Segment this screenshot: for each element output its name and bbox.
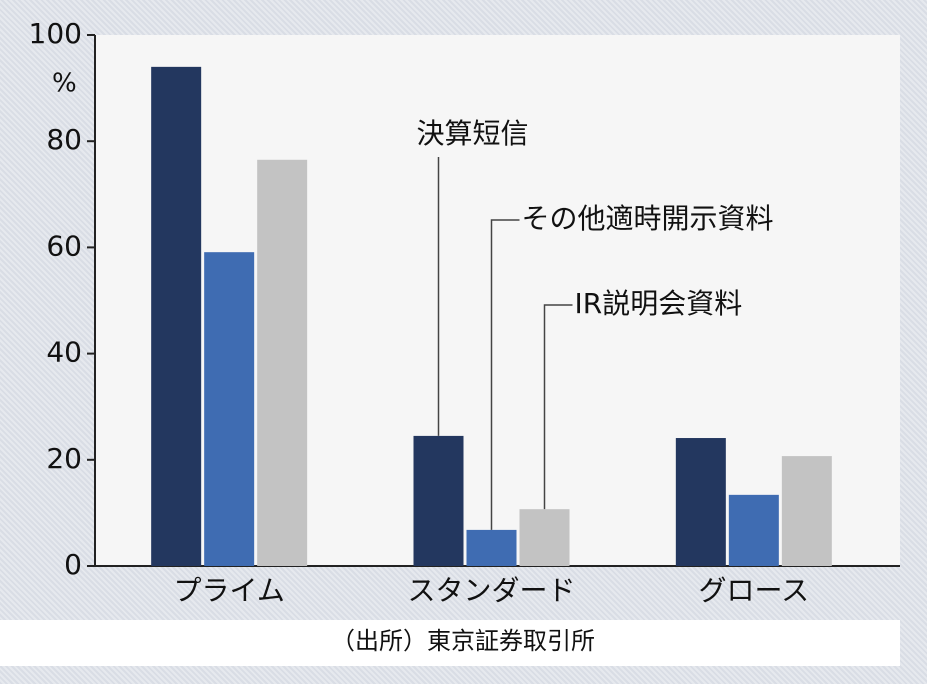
- bar: [675, 438, 726, 566]
- x-tick-label: スタンダード: [407, 574, 575, 607]
- bar: [413, 435, 464, 566]
- leader-line: [543, 304, 573, 510]
- bar: [257, 159, 308, 566]
- y-unit: %: [52, 69, 77, 99]
- bar: [781, 456, 832, 566]
- bar: [204, 252, 255, 566]
- x-tick-label: プライム: [173, 574, 284, 607]
- y-tick-label: 0: [64, 548, 82, 581]
- source-area: [0, 620, 900, 666]
- y-tick-label: 60: [46, 229, 82, 262]
- bar: [519, 509, 570, 566]
- source: （出所）東京証券取引所: [331, 627, 595, 655]
- y-tick-label: 80: [46, 123, 82, 156]
- bar: [466, 529, 517, 566]
- y-tick-label: 20: [46, 442, 82, 475]
- series-label: IR説明会資料: [575, 287, 743, 320]
- leader-line: [490, 219, 520, 530]
- bar: [151, 66, 202, 567]
- bar: [728, 494, 779, 566]
- y-tick-label: 100: [29, 17, 82, 50]
- x-tick-label: グロース: [699, 574, 810, 607]
- series-label: その他適時開示資料: [522, 202, 774, 235]
- series-label: 決算短信: [417, 117, 529, 150]
- y-tick-label: 40: [46, 336, 82, 369]
